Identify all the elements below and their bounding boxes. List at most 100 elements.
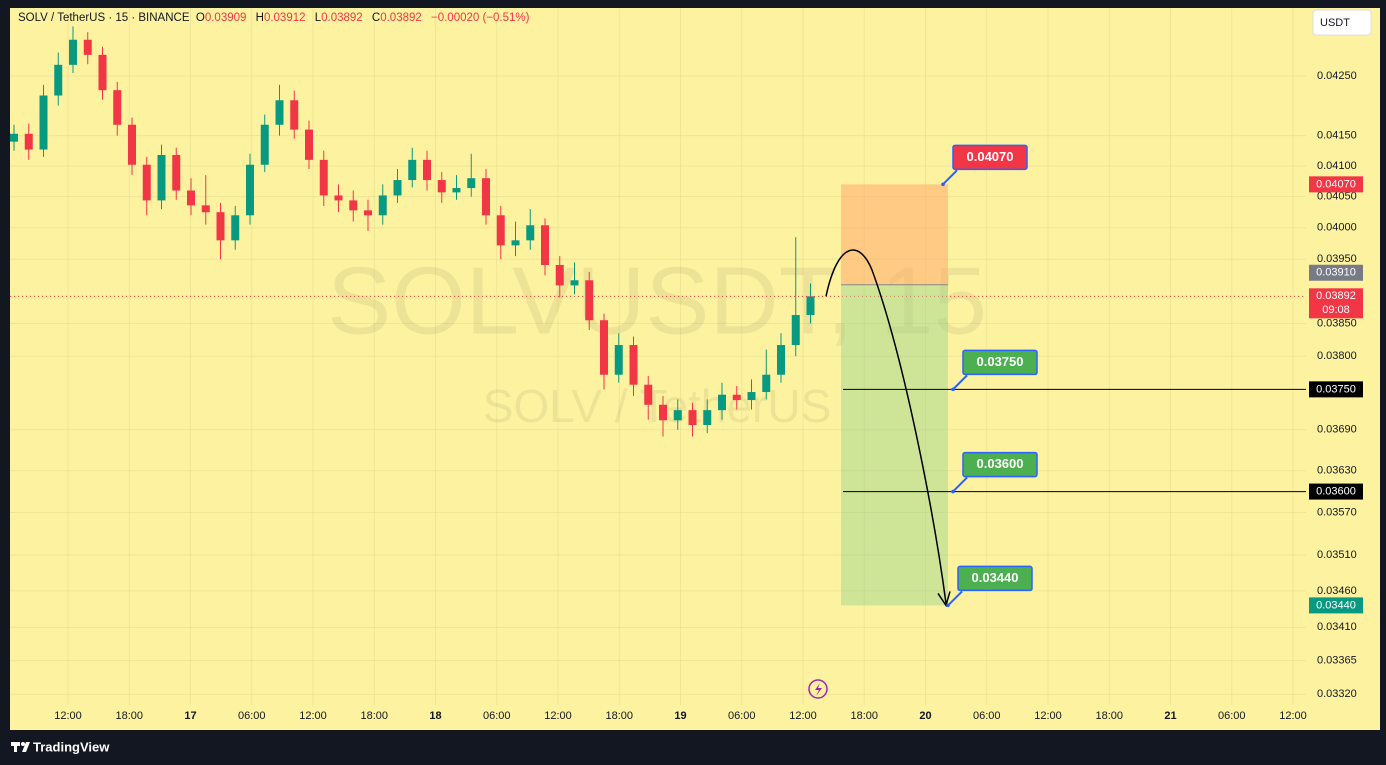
stop-zone <box>841 184 948 285</box>
target-tag <box>1309 597 1363 614</box>
candle-body <box>24 133 33 150</box>
event-icon[interactable] <box>808 679 828 699</box>
x-tick-label: 17 <box>184 710 196 722</box>
event-bolt <box>815 683 822 696</box>
x-tick-label: 12:00 <box>54 710 82 722</box>
y-tick-label: 0.03570 <box>1317 506 1357 518</box>
last-price-label: 0.03892 <box>1316 290 1356 302</box>
level-point <box>941 182 945 187</box>
ohlc-value: 0.03892 <box>380 12 422 24</box>
y-tick-label: 0.03365 <box>1317 655 1357 667</box>
candle-body <box>10 133 18 142</box>
callout-pointer <box>947 590 963 607</box>
target-tag <box>1309 483 1363 500</box>
x-tick-label: 06:00 <box>973 710 1001 722</box>
ohlc-value: 0.03909 <box>204 12 247 24</box>
level-point <box>946 603 950 608</box>
forecast-arrow <box>825 249 947 604</box>
target-tag-label: 0.03440 <box>1316 599 1356 611</box>
x-tick-label: 06:00 <box>728 710 756 722</box>
symbol: SOLV / TetherUS · 15 · BINANCE <box>18 12 190 24</box>
y-tick-label: 0.04050 <box>1317 191 1357 203</box>
currency[interactable]: USDT <box>1320 17 1350 29</box>
candle-body <box>290 100 299 130</box>
level-point <box>951 489 955 494</box>
candle-body <box>614 345 623 375</box>
x-tick-label: 19 <box>674 710 686 722</box>
x-tick-label: 21 <box>1164 710 1176 722</box>
candle-body <box>216 212 225 241</box>
candle-body <box>777 345 785 375</box>
candle-body <box>437 180 446 193</box>
x-tick-label: 12:00 <box>1279 710 1307 722</box>
currency-button[interactable] <box>1312 9 1372 36</box>
candle-body <box>555 264 564 286</box>
y-tick-label: 0.03950 <box>1317 253 1357 265</box>
candle-body <box>349 200 358 211</box>
candle-body <box>275 100 284 125</box>
candle-body <box>467 178 476 189</box>
callout-box <box>962 451 1038 478</box>
callout-label: 0.03600 <box>977 456 1024 471</box>
brand: TradingView <box>33 739 110 754</box>
y-tick-label: 0.03510 <box>1317 549 1357 561</box>
candle-body <box>39 95 48 150</box>
change: −0.00020 (−0.51%) <box>431 12 530 24</box>
callout-label: 0.04070 <box>967 149 1014 164</box>
candle-body <box>187 190 195 206</box>
y-tick-label: 0.03460 <box>1317 585 1357 597</box>
candle-body <box>260 124 269 165</box>
callout-label: 0.03440 <box>972 570 1019 585</box>
candle-body <box>305 129 313 160</box>
candle-body <box>526 225 535 241</box>
candle-body <box>541 225 549 265</box>
callout-pointer <box>952 476 968 493</box>
x-tick-label: 06:00 <box>1218 710 1246 722</box>
y-tick-label: 0.03800 <box>1317 350 1357 362</box>
last-price-tag <box>1309 288 1363 319</box>
candle-body <box>408 159 417 181</box>
candle-body <box>378 195 387 216</box>
stop-tag-label: 0.04070 <box>1316 178 1356 190</box>
candle-body <box>806 296 815 316</box>
candle-body <box>718 394 726 411</box>
candle-body <box>585 280 594 321</box>
candle-body <box>732 394 741 401</box>
callout-box <box>957 565 1033 592</box>
target-zone <box>841 284 948 606</box>
y-tick-label: 0.04150 <box>1317 130 1357 142</box>
ohlc-key: H <box>255 12 264 24</box>
x-tick-label: 12:00 <box>1034 710 1062 722</box>
x-tick-label: 12:00 <box>544 710 572 722</box>
candle-body <box>142 164 151 201</box>
candle-body <box>747 392 756 401</box>
plot: 0.04250 0.04150 0.04100 0.04050 0.04000 0.039… <box>10 8 1363 722</box>
ohlc-value: 0.03912 <box>263 12 306 24</box>
level-point <box>951 387 955 392</box>
x-tick-label: 06:00 <box>238 710 266 722</box>
x-tick-label: 20 <box>919 710 931 722</box>
ohlc-key: L <box>314 12 322 24</box>
chart-area <box>10 8 1380 730</box>
candle-body <box>600 320 608 375</box>
candle-body <box>644 384 653 405</box>
entry-tag <box>1309 264 1363 281</box>
callout-pointer <box>942 169 958 186</box>
candle-body <box>319 159 328 196</box>
callout-label: 0.03750 <box>977 354 1024 369</box>
y-tick-label: 0.03630 <box>1317 465 1357 477</box>
candle-body <box>98 54 107 91</box>
candle-body <box>231 215 240 241</box>
candle-body <box>172 154 181 191</box>
header: SOLV / TetherUS · 15 · BINANCE O0.03909 … <box>18 12 535 24</box>
y-tick-label: 0.03410 <box>1317 621 1357 633</box>
countdown: 09:08 <box>1322 304 1350 316</box>
candle-body <box>762 374 771 393</box>
candle-body <box>364 210 372 216</box>
x-tick-label: 18:00 <box>850 710 878 722</box>
x-tick-label: 18:00 <box>605 710 633 722</box>
y-tick-label: 0.04000 <box>1317 222 1357 234</box>
x-tick-label: 18:00 <box>360 710 388 722</box>
